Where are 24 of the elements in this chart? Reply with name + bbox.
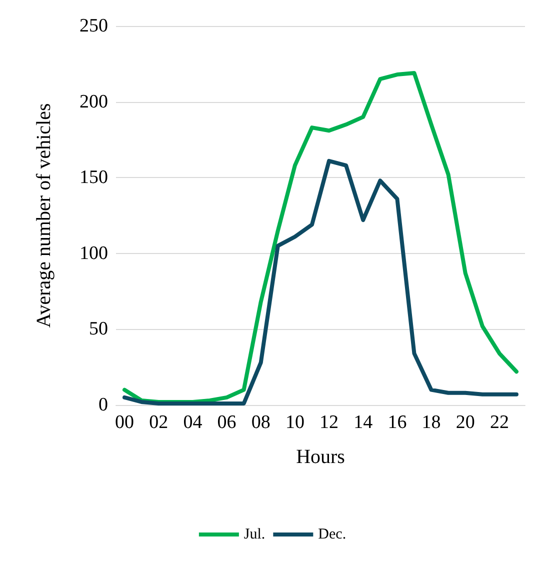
- x-tick-label: 20: [456, 412, 475, 433]
- x-tick-label: 04: [183, 412, 203, 433]
- legend-label: Jul.: [244, 526, 266, 542]
- legend-label: Dec.: [318, 526, 346, 542]
- y-tick-label: 150: [80, 167, 108, 188]
- x-tick-label: 16: [388, 412, 407, 433]
- x-tick-label: 18: [422, 412, 441, 433]
- x-tick-label: 14: [354, 412, 374, 433]
- x-tick-label: 22: [490, 412, 509, 433]
- y-tick-label: 200: [80, 91, 108, 112]
- y-tick-label: 0: [98, 394, 108, 416]
- x-axis-title: Hours: [296, 446, 346, 468]
- line-series: [122, 70, 518, 404]
- y-tick-label: 250: [80, 16, 108, 36]
- y-axis-title: Average number of vehicles: [33, 103, 55, 328]
- x-tick-label: 08: [251, 412, 270, 433]
- x-tick-label: 06: [217, 412, 236, 433]
- y-tick-label: 50: [89, 318, 108, 340]
- x-tick-label: 00: [115, 412, 134, 433]
- x-tick-label: 12: [320, 412, 339, 433]
- y-tick-label: 100: [80, 242, 108, 264]
- line-series: [122, 158, 518, 406]
- x-tick-label: 10: [285, 412, 304, 433]
- x-tick-label: 02: [149, 412, 168, 433]
